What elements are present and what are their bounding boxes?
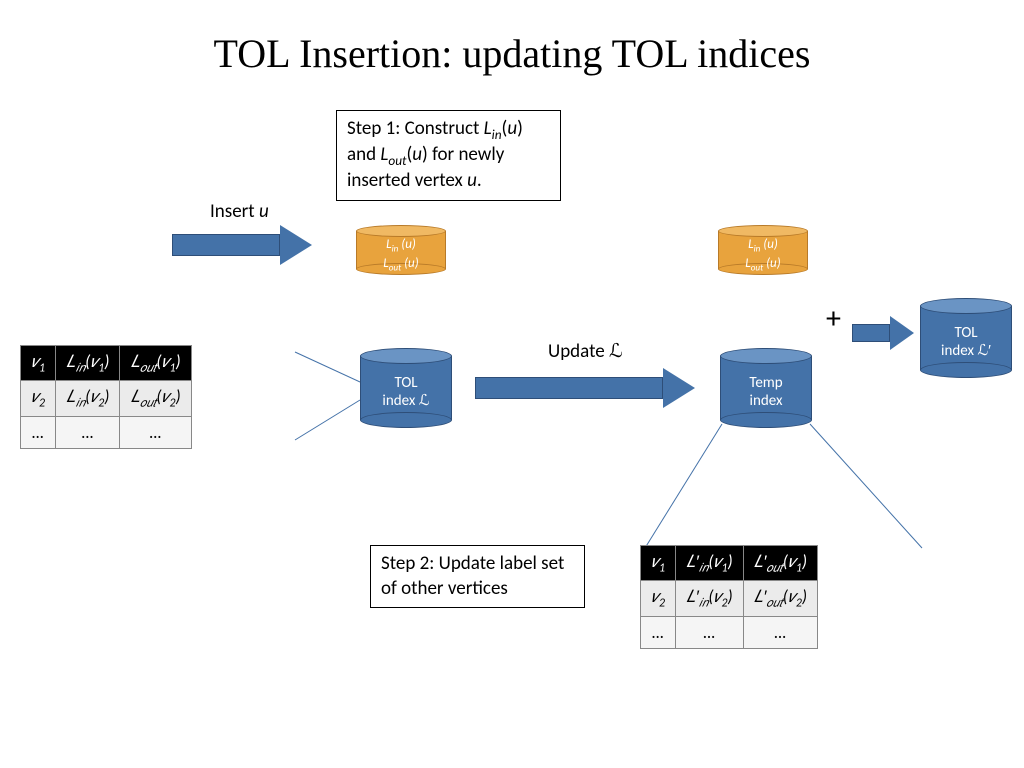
step1-box: Step 1: Construct Lin(u) and Lout(u) for… [336,110,561,201]
td-lout-v2: 𝐿𝑜𝑢𝑡(𝑣2) [120,381,191,416]
page-title: TOL Insertion: updating TOL indices [0,30,1024,77]
step1-text: Step 1: Construct Lin(u) and Lout(u) for… [347,117,523,192]
left-index-table: 𝑣1 𝐿𝑖𝑛(𝑣1) 𝐿𝑜𝑢𝑡(𝑣1) 𝑣2 𝐿𝑖𝑛(𝑣2) 𝐿𝑜𝑢𝑡(𝑣2) … [20,345,192,449]
th-lout-v1-r: 𝐿′𝑜𝑢𝑡(𝑣1) [743,546,817,581]
cylinder-temp-index: Tempindex [720,348,812,428]
arrow-final [852,316,914,350]
arrow-insert [172,225,312,265]
td-v2-r: 𝑣2 [641,581,676,616]
th-lin-v1-r: 𝐿′𝑖𝑛(𝑣1) [676,546,744,581]
update-l-label: Update ℒ [548,340,623,363]
cylinder-lin-lout-1: Lin (u)Lout (u) [356,225,446,275]
cylinder-tol-index-prime: TOLindex ℒ′ [920,298,1012,378]
td-dots: … [56,416,120,448]
plus-sign: + [826,300,841,337]
th-lout-v1: 𝐿𝑜𝑢𝑡(𝑣1) [120,346,191,381]
td-v2: 𝑣2 [21,381,56,416]
td-lout-v2-r: 𝐿′𝑜𝑢𝑡(𝑣2) [743,581,817,616]
arrow-update [475,368,695,408]
td-dots-r: … [676,616,744,648]
insert-u-label: Insert u [210,200,269,223]
th-v1-r: 𝑣1 [641,546,676,581]
td-dots-r: … [641,616,676,648]
right-index-table: 𝑣1 𝐿′𝑖𝑛(𝑣1) 𝐿′𝑜𝑢𝑡(𝑣1) 𝑣2 𝐿′𝑖𝑛(𝑣2) 𝐿′𝑜𝑢𝑡(… [640,545,818,649]
td-dots: … [21,416,56,448]
cylinder-lin-lout-2: Lin (u)Lout (u) [718,225,808,275]
th-v1: 𝑣1 [21,346,56,381]
step2-box: Step 2: Update label set of other vertic… [370,545,585,608]
th-lin-v1: 𝐿𝑖𝑛(𝑣1) [56,346,120,381]
td-dots: … [120,416,191,448]
cylinder-tol-index: TOLindex ℒ [360,348,452,428]
td-lin-v2-r: 𝐿′𝑖𝑛(𝑣2) [676,581,744,616]
td-dots-r: … [743,616,817,648]
step2-text: Step 2: Update label set of other vertic… [381,552,564,600]
td-lin-v2: 𝐿𝑖𝑛(𝑣2) [56,381,120,416]
